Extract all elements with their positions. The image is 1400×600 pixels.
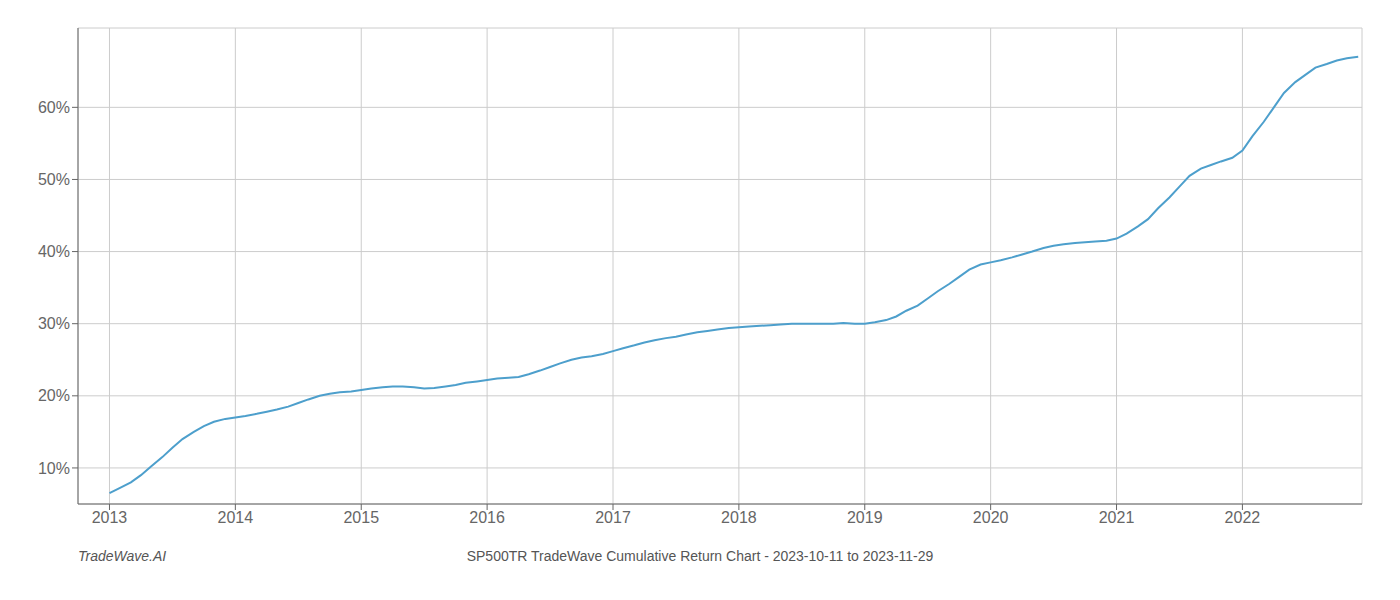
svg-text:2016: 2016 xyxy=(469,509,505,526)
svg-text:50%: 50% xyxy=(38,171,70,188)
svg-text:40%: 40% xyxy=(38,243,70,260)
svg-text:20%: 20% xyxy=(38,387,70,404)
html-text:SP500TR TradeWave Cumulative R: SP500TR TradeWave Cumulative Return Char… xyxy=(466,548,934,564)
html-text:TradeWave.AI: TradeWave.AI xyxy=(78,548,167,564)
svg-text:2022: 2022 xyxy=(1225,509,1261,526)
svg-text:10%: 10% xyxy=(38,460,70,477)
svg-text:2019: 2019 xyxy=(847,509,883,526)
svg-text:30%: 30% xyxy=(38,315,70,332)
svg-text:2020: 2020 xyxy=(973,509,1009,526)
svg-text:2013: 2013 xyxy=(92,509,128,526)
svg-text:60%: 60% xyxy=(38,99,70,116)
svg-text:2014: 2014 xyxy=(218,509,254,526)
svg-text:2021: 2021 xyxy=(1099,509,1135,526)
svg-text:2017: 2017 xyxy=(595,509,631,526)
svg-text:2018: 2018 xyxy=(721,509,757,526)
svg-text:2015: 2015 xyxy=(343,509,379,526)
